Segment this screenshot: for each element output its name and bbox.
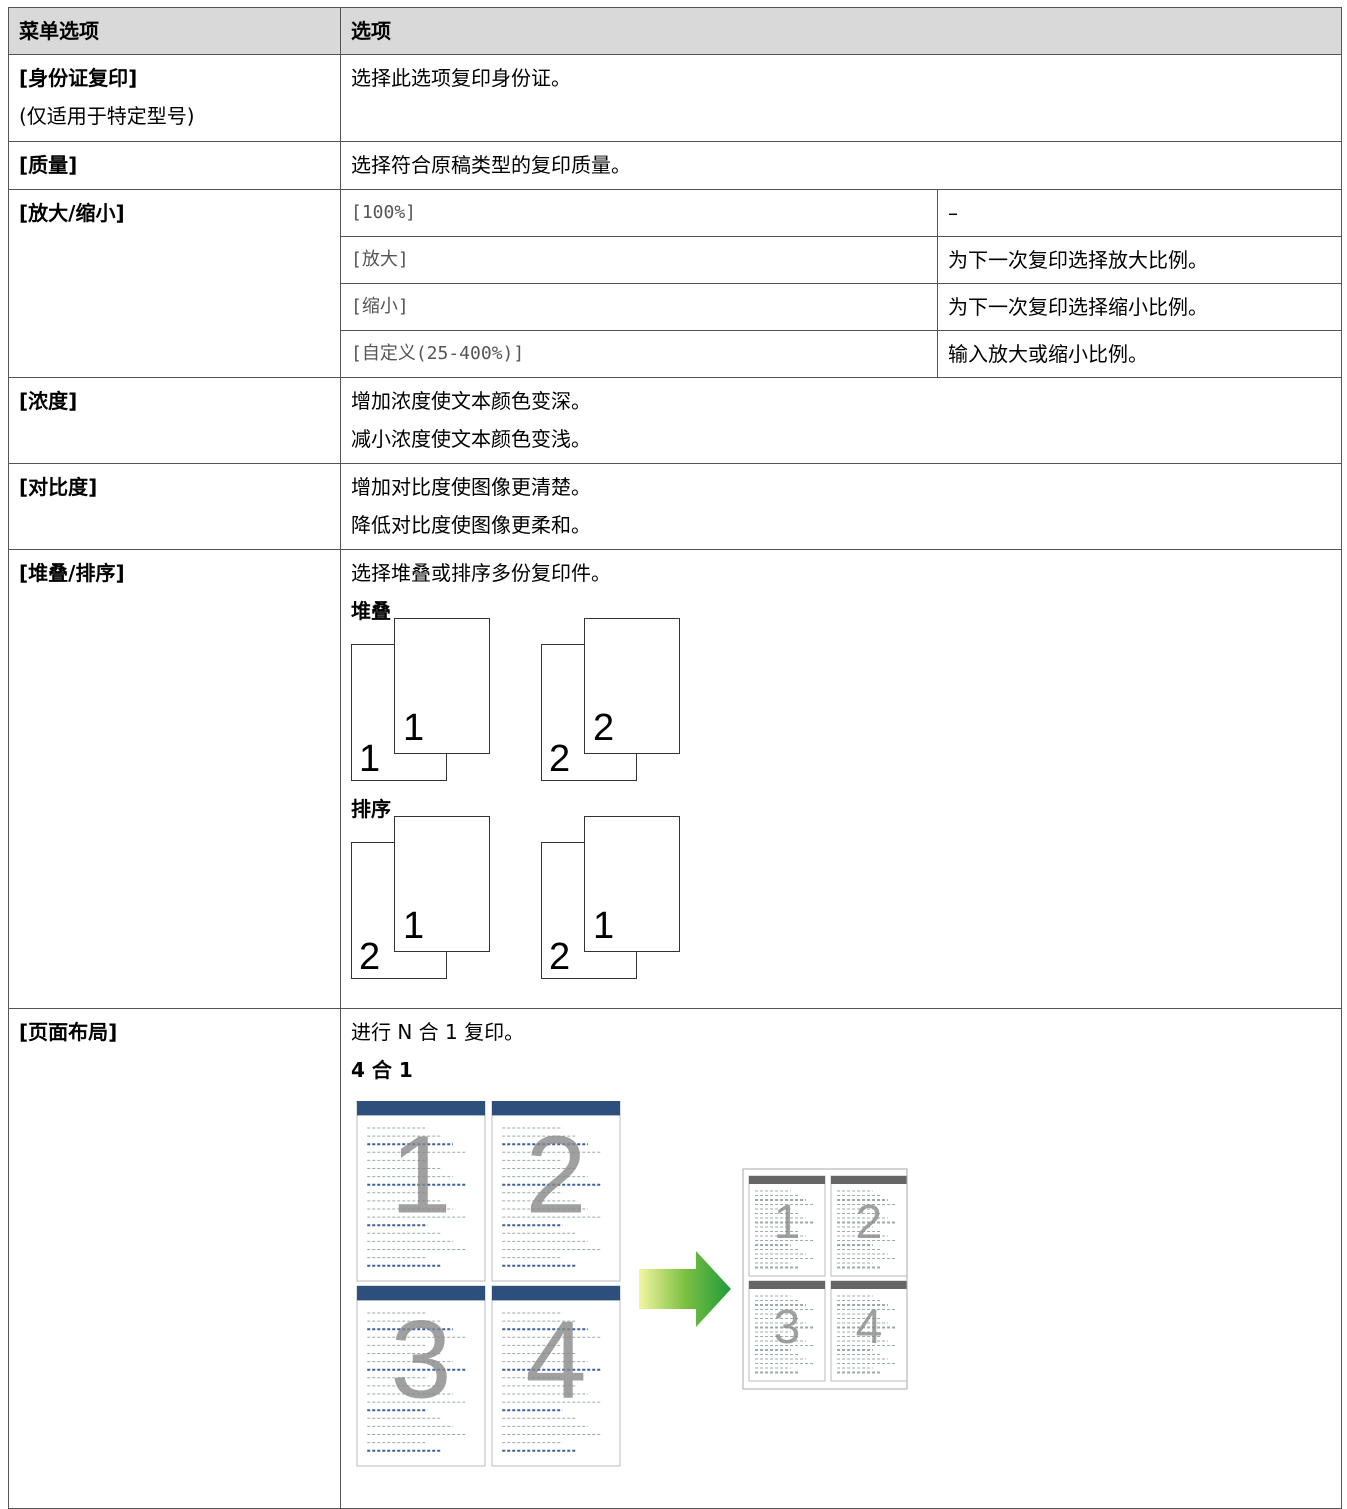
front-page-number: 2 (593, 707, 614, 749)
menu-item: [放大/缩小] (8, 189, 341, 378)
row: [缩小] 为下一次复印选择缩小比例。 (9, 283, 1342, 331)
row: [放大] 为下一次复印选择放大比例。 (9, 236, 1342, 284)
option: [自定义(25-400%)] (340, 330, 938, 378)
page-header-bar (357, 1101, 485, 1116)
row: [质量] 选择符合原稿类型的复印质量。 (8, 141, 1342, 190)
desc-cell: 选择此选项复印身份证。 (340, 54, 1342, 142)
page-thumb (830, 1175, 908, 1277)
row: [对比度] 增加对比度使图像更清楚。 降低对比度使图像更柔和。 (8, 463, 1342, 550)
page-thumb (356, 1285, 486, 1467)
front-page (394, 618, 490, 754)
back-page-number: 2 (549, 738, 570, 780)
page-number: 2 (856, 1196, 883, 1249)
page-number: 1 (390, 1114, 451, 1237)
page-number: 1 (774, 1196, 801, 1249)
page-header-bar (831, 1281, 907, 1289)
front-page-number: 1 (593, 905, 614, 947)
front-page (584, 618, 680, 754)
menu-item: [质量] (8, 141, 341, 190)
menu-item: [对比度] (8, 463, 341, 550)
option-desc: 为下一次复印选择放大比例。 (937, 236, 1342, 284)
desc-line: 增加浓度使文本颜色变深。 (351, 389, 591, 413)
back-page-number: 2 (549, 936, 570, 978)
page-thumb (748, 1175, 826, 1277)
desc-line: 减小浓度使文本颜色变浅。 (351, 427, 591, 451)
row: [自定义(25-400%)] 输入放大或缩小比例。 (9, 330, 1342, 378)
header-cell: 菜单选项 (8, 7, 341, 55)
desc-line: 选择堆叠或排序多份复印件。 (351, 561, 611, 585)
option-desc: – (937, 189, 1342, 237)
section-heading: 排序 (351, 797, 391, 821)
row: [浓度] 增加浓度使文本颜色变深。 减小浓度使文本颜色变浅。 (8, 377, 1342, 464)
back-page-number: 1 (359, 738, 380, 780)
page-number: 2 (525, 1114, 586, 1237)
front-page (394, 816, 490, 952)
back-page-number: 2 (359, 936, 380, 978)
desc-line: 选择此选项复印身份证。 (351, 66, 571, 90)
header-cell: 选项 (340, 7, 1342, 55)
page-header-bar (492, 1101, 620, 1116)
page-number: 4 (525, 1299, 586, 1422)
section-heading: 4 合 1 (351, 1058, 413, 1082)
page-header-bar (749, 1176, 825, 1184)
option-desc: 输入放大或缩小比例。 (937, 330, 1342, 378)
menu-cell: [身份证复印] (仅适用于特定型号) (8, 54, 341, 142)
option: [100%] (340, 189, 938, 237)
option: [放大] (340, 236, 938, 284)
page-number: 3 (774, 1301, 801, 1354)
menu-note: (仅适用于特定型号) (19, 104, 195, 128)
page-header-bar (749, 1281, 825, 1289)
menu-item: [身份证复印] (19, 66, 138, 90)
page-thumb (748, 1280, 826, 1382)
desc-cell: 增加对比度使图像更清楚。 降低对比度使图像更柔和。 (340, 463, 1342, 550)
page-thumb (491, 1101, 621, 1282)
option: [缩小] (340, 283, 938, 331)
page-header-bar (831, 1176, 907, 1184)
menu-table: 菜单选项 选项 [身份证复印] (仅适用于特定型号) 选择此选项复印身份证。 [质… (8, 7, 1342, 1509)
option-desc: 为下一次复印选择缩小比例。 (937, 283, 1342, 331)
menu-item: [页面布局] (8, 1008, 341, 1509)
stack-diagram: 11 22 (351, 618, 680, 781)
header-row: 菜单选项 选项 (8, 7, 1342, 55)
front-page (584, 816, 680, 952)
front-page-number: 1 (403, 707, 424, 749)
page-thumb (356, 1101, 486, 1282)
desc-line: 增加对比度使图像更清楚。 (351, 475, 591, 499)
desc-line: 选择符合原稿类型的复印质量。 (340, 141, 1342, 190)
output-page (742, 1168, 908, 1390)
desc-line: 降低对比度使图像更柔和。 (351, 513, 591, 537)
section-heading: 堆叠 (351, 599, 391, 623)
front-page-number: 1 (403, 905, 424, 947)
menu-item: [堆叠/排序] (8, 549, 341, 1009)
arrow (639, 1251, 731, 1327)
menu-item: [浓度] (8, 377, 341, 464)
row: [身份证复印] (仅适用于特定型号) 选择此选项复印身份证。 (8, 54, 1342, 142)
n-in-1-diagram: 1 12 23 34 4 (356, 1101, 908, 1467)
desc-cell: 增加浓度使文本颜色变深。 减小浓度使文本颜色变浅。 (340, 377, 1342, 464)
page-number: 4 (856, 1301, 883, 1354)
page-header-bar (492, 1286, 620, 1301)
desc-line: 进行 N 合 1 复印。 (351, 1020, 525, 1044)
page-header-bar (357, 1286, 485, 1301)
row: [放大/缩小] [100%] – (8, 189, 1342, 378)
page-number: 3 (390, 1299, 451, 1422)
page-thumb (491, 1285, 621, 1467)
